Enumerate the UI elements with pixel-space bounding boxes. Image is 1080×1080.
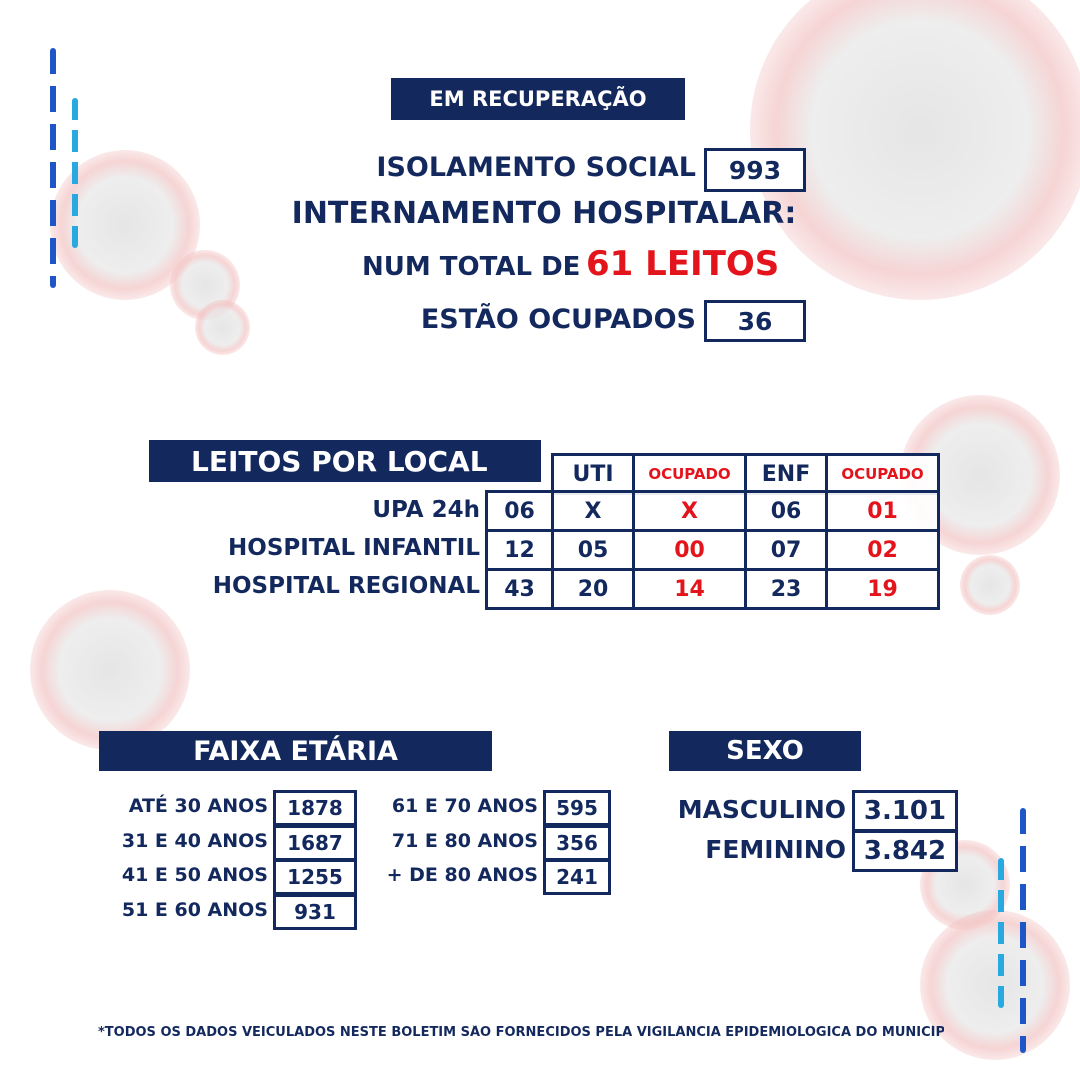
cell-total: 06 — [485, 490, 554, 532]
item-label: 51 E 60 ANOS — [121, 898, 268, 921]
cell-enf: 07 — [744, 529, 828, 571]
beds-row: 43 20 14 23 19 — [485, 568, 940, 610]
item-value: 3.842 — [852, 830, 958, 872]
item-value: 356 — [543, 824, 611, 861]
cell-enf-occ: 02 — [825, 529, 940, 571]
col-enf: ENF — [744, 453, 828, 495]
cell-uti-occ: 00 — [632, 529, 747, 571]
cell-uti: 20 — [551, 568, 635, 610]
item-value: 3.101 — [852, 790, 958, 832]
col-uti-occupied: OCUPADO — [632, 453, 747, 495]
item-label: 61 E 70 ANOS — [391, 795, 538, 817]
section-title-recovery: EM RECUPERAÇÃO — [391, 78, 685, 120]
isolation-label: ISOLAMENTO SOCIAL — [376, 152, 696, 183]
item-label: + DE 80 ANOS — [386, 864, 538, 886]
footer-note: *TODOS OS DADOS VEICULADOS NESTE BOLETIM… — [98, 1025, 944, 1040]
cell-enf-occ: 19 — [825, 568, 940, 610]
section-title-age: FAIXA ETÁRIA — [99, 731, 492, 771]
beds-table: 06 X X 06 01 12 05 00 07 02 43 20 14 23 19 — [485, 490, 940, 610]
cell-total: 12 — [485, 529, 554, 571]
beds-row: 12 05 00 07 02 — [485, 529, 940, 571]
cell-uti-occ: X — [632, 490, 747, 532]
item-label: ATÉ 30 ANOS — [128, 795, 268, 817]
section-title-sex: SEXO — [669, 731, 861, 771]
section-title-beds: LEITOS POR LOCAL — [149, 440, 541, 482]
total-beds: NUM TOTAL DE 61 LEITOS — [362, 244, 779, 284]
hospital-label: INTERNAMENTO HOSPITALAR: — [291, 196, 797, 231]
col-enf-occupied: OCUPADO — [825, 453, 940, 495]
virus-decoration — [920, 910, 1070, 1060]
cell-enf-occ: 01 — [825, 490, 940, 532]
cell-total: 43 — [485, 568, 554, 610]
virus-decoration — [960, 555, 1020, 615]
item-label: FEMININO — [705, 835, 846, 864]
item-value: 595 — [543, 790, 611, 826]
item-label: 71 E 80 ANOS — [391, 829, 538, 852]
item-value: 241 — [543, 859, 611, 895]
row-label: HOSPITAL INFANTIL — [228, 535, 480, 561]
virus-decoration — [30, 590, 190, 750]
cell-uti: 05 — [551, 529, 635, 571]
item-value: 1878 — [273, 790, 357, 826]
beds-row: 06 X X 06 01 — [485, 490, 940, 532]
row-label: HOSPITAL REGIONAL — [212, 573, 480, 599]
item-value: 1687 — [273, 824, 357, 861]
item-label: 31 E 40 ANOS — [121, 829, 268, 852]
total-prefix: NUM TOTAL DE — [362, 252, 581, 282]
item-label: MASCULINO — [677, 795, 846, 824]
occupied-value: 36 — [704, 300, 806, 342]
item-value: 1255 — [273, 859, 357, 895]
col-uti: UTI — [551, 453, 635, 495]
occupied-label: ESTÃO OCUPADOS — [420, 304, 696, 335]
beds-header-table: UTI OCUPADO ENF OCUPADO — [551, 453, 940, 495]
row-label: UPA 24h — [372, 497, 480, 523]
cell-enf: 23 — [744, 568, 828, 610]
cell-uti: X — [551, 490, 635, 532]
virus-decoration — [195, 300, 250, 355]
item-value: 931 — [273, 893, 357, 930]
isolation-value: 993 — [704, 148, 806, 192]
cell-enf: 06 — [744, 490, 828, 532]
total-value: 61 LEITOS — [586, 244, 780, 284]
cell-uti-occ: 14 — [632, 568, 747, 610]
item-label: 41 E 50 ANOS — [121, 864, 268, 886]
